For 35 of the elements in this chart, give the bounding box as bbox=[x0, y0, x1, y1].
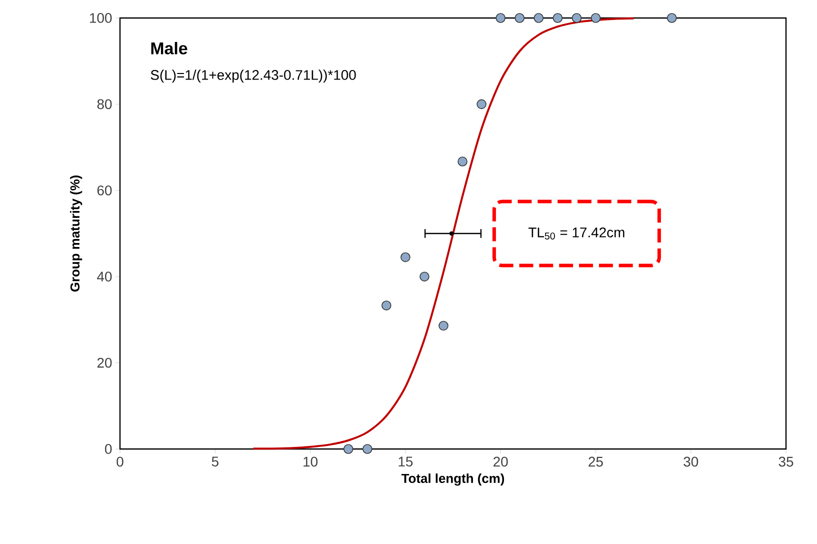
point bbox=[343, 444, 354, 454]
point bbox=[438, 320, 448, 331]
point bbox=[552, 13, 563, 23]
point bbox=[382, 300, 392, 310]
point bbox=[400, 252, 410, 262]
x-tick-label: 15 bbox=[398, 456, 413, 467]
annotation: TL$_{50}$ = 17.42cm bbox=[528, 227, 624, 240]
point bbox=[476, 99, 486, 110]
y-tick-label: 20 bbox=[97, 358, 112, 368]
point bbox=[362, 444, 372, 454]
y-axis-title: Group maturity (%) bbox=[70, 176, 82, 292]
x-tick-label: 20 bbox=[494, 456, 508, 467]
y-tick-label: 0 bbox=[105, 444, 112, 454]
point bbox=[420, 272, 430, 282]
point bbox=[449, 231, 454, 236]
point bbox=[590, 13, 601, 23]
y-tick-label: 100 bbox=[90, 13, 112, 23]
point bbox=[496, 13, 506, 23]
x-tick-label: 35 bbox=[778, 456, 794, 467]
text: Male bbox=[151, 42, 188, 54]
x-tick-label: 30 bbox=[684, 456, 698, 467]
x-tick-label: 5 bbox=[212, 456, 218, 467]
x-tick-label: 10 bbox=[304, 456, 318, 467]
point bbox=[572, 13, 582, 23]
point bbox=[534, 13, 544, 23]
y-tick-label: 60 bbox=[97, 185, 112, 196]
x-axis-title: Total length (cm) bbox=[401, 473, 504, 486]
y-tick-label: 40 bbox=[97, 272, 112, 282]
point bbox=[458, 156, 468, 166]
x-tick-label: 25 bbox=[588, 456, 603, 467]
y-tick-label: 80 bbox=[97, 99, 112, 110]
point bbox=[514, 13, 524, 23]
annotation: S(L)=1/(1+exp(12.43-0.71L))*100 bbox=[150, 70, 356, 83]
x-tick-label: 0 bbox=[116, 456, 124, 467]
point bbox=[666, 13, 677, 23]
